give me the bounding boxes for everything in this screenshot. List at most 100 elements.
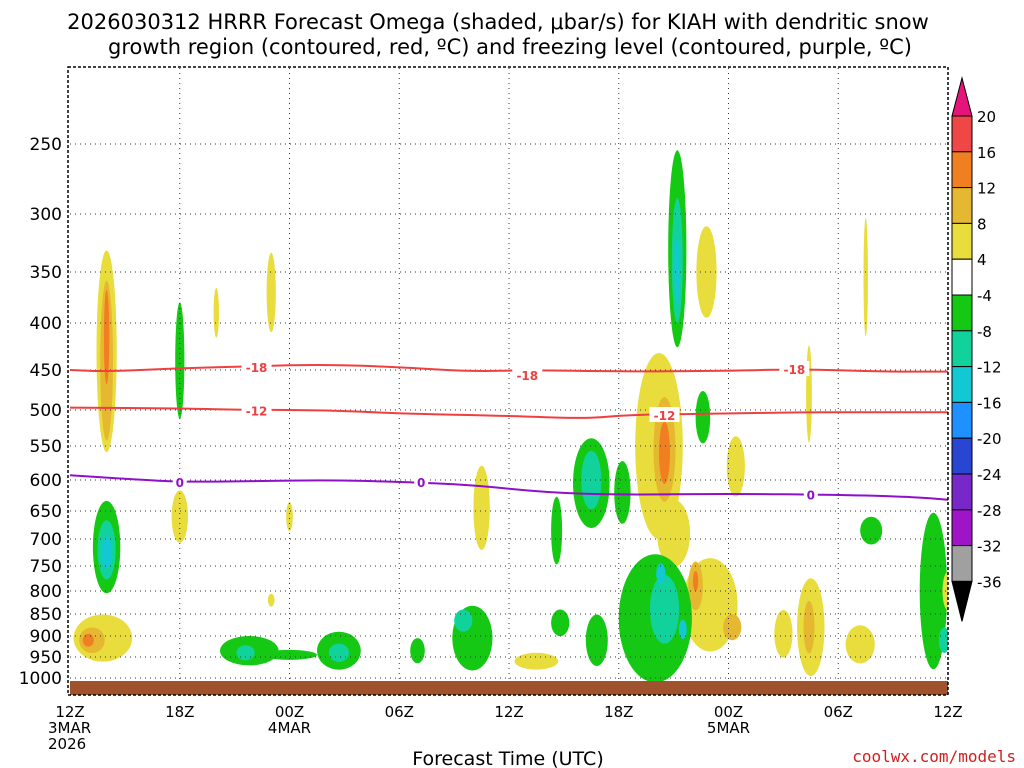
y-tick-600: 600	[30, 471, 62, 491]
colorbar-swatch-8	[951, 401, 973, 439]
x-tick-24-line-0: 12Z	[494, 703, 523, 721]
colorbar-level-10: -24	[977, 466, 1002, 484]
contour-label-bg-freezing-level-0	[172, 473, 187, 489]
contour-dgz-lower	[69, 406, 948, 419]
colorbar-swatch-9	[951, 437, 973, 475]
colorbar-swatch-7	[951, 366, 973, 403]
x-tick-18-line-0: 06Z	[385, 703, 414, 721]
y-tick-450: 450	[30, 361, 62, 381]
omega-blob-3	[103, 289, 110, 385]
colorbar-swatch-2	[951, 187, 973, 224]
colorbar-swatch-0	[951, 115, 973, 153]
y-tick-900: 900	[30, 627, 62, 647]
omega-blob-8	[286, 502, 293, 532]
omega-blob-46	[674, 239, 680, 305]
omega-blob-43	[678, 619, 687, 640]
y-tick-500: 500	[30, 401, 62, 421]
colorbar-level-9: -20	[977, 430, 1002, 448]
credit-text: coolwx.com/models	[852, 747, 1016, 766]
colorbar-swatch-3	[951, 222, 973, 260]
omega-blob-55	[863, 217, 868, 337]
contour-label-freezing-level-1: 0	[417, 476, 425, 490]
omega-blob-53	[806, 345, 812, 443]
contour-label-freezing-level-0: 0	[176, 476, 184, 490]
x-tick-36-line-1: 5MAR	[707, 719, 750, 737]
omega-blob-11	[101, 536, 113, 569]
colorbar-level-0: 20	[977, 108, 996, 126]
omega-blob-31	[614, 461, 631, 524]
x-tick-0-line-2: 2026	[48, 735, 86, 753]
omega-blob-58	[938, 627, 948, 653]
colorbar-level-12: -32	[977, 538, 1002, 556]
y-tick-850: 850	[30, 605, 62, 625]
x-tick-0-line-0: 12Z	[55, 703, 84, 721]
colorbar-swatch-6	[951, 330, 973, 368]
omega-blob-35	[657, 499, 691, 568]
contour-label-bg-dgz-lower-1	[649, 407, 680, 423]
omega-blob-48	[695, 391, 711, 444]
omega-blob-22	[473, 465, 490, 550]
omega-blob-6	[266, 252, 276, 333]
y-tick-550: 550	[30, 437, 62, 457]
colorbar-swatch-10	[951, 473, 973, 511]
colorbar-swatch-11	[951, 509, 973, 547]
x-tick-42-line-0: 06Z	[824, 703, 853, 721]
colorbar: 20 16 12 8 4 -4 -8 -12 -16 -20 -24 -28 -32 -36	[951, 76, 1002, 622]
omega-blob-34	[659, 421, 670, 484]
contour-label-dgz-lower-1: -12	[654, 409, 676, 423]
omega-blob-41	[649, 575, 680, 644]
colorbar-level-1: 16	[977, 144, 996, 162]
omega-blob-38	[692, 571, 699, 591]
y-tick-750: 750	[30, 557, 62, 577]
y-tick-700: 700	[30, 530, 62, 550]
surface-bar	[70, 681, 948, 695]
colorbar-level-2: 12	[977, 180, 996, 198]
chart-title-line-1: 2026030312 HRRR Forecast Omega (shaded, …	[67, 10, 929, 34]
y-tick-250: 250	[30, 135, 62, 155]
omega-blob-4	[175, 302, 185, 419]
x-tick-0-line-1: 3MAR	[48, 719, 91, 737]
y-tick-400: 400	[30, 314, 62, 334]
omega-blob-57	[919, 512, 948, 670]
contour-label-bg-dgz-upper-1	[512, 366, 543, 382]
x-tick-36-line-0: 00Z	[714, 703, 743, 721]
omega-blob-42	[656, 563, 666, 584]
colorbar-top-extend	[951, 76, 973, 117]
contour-label-bg-dgz-upper-0	[241, 359, 272, 375]
omega-blob-20	[328, 643, 349, 662]
omega-blob-7	[171, 490, 188, 543]
omega-blob-49	[726, 436, 745, 497]
colorbar-level-13: -36	[977, 573, 1002, 591]
omega-blob-50	[774, 610, 793, 658]
colorbar-level-5: -4	[977, 287, 992, 305]
colorbar-level-3: 8	[977, 215, 987, 233]
x-tick-30-line-0: 18Z	[604, 703, 633, 721]
omega-blob-5	[213, 287, 219, 338]
omega-blob-27	[551, 496, 563, 565]
contour-lines-layer: -18 -18 -18 -12 -12 0 0 0	[69, 359, 949, 502]
omega-blob-52	[803, 600, 815, 654]
colorbar-swatch-1	[951, 151, 973, 189]
y-tick-950: 950	[30, 648, 62, 668]
y-tick-650: 650	[30, 502, 62, 522]
x-axis-label: Forecast Time (UTC)	[412, 748, 603, 768]
y-tick-800: 800	[30, 582, 62, 602]
omega-blob-47	[696, 226, 717, 318]
colorbar-level-8: -16	[977, 394, 1002, 412]
omega-blob-39	[723, 614, 742, 641]
contour-label-bg-dgz-upper-2	[779, 361, 810, 377]
omega-shading-layer	[73, 150, 948, 683]
x-tick-6-line-0: 18Z	[165, 703, 194, 721]
contour-label-freezing-level-2: 0	[807, 488, 815, 502]
contour-label-bg-freezing-level-1	[414, 473, 429, 489]
omega-blob-54	[845, 625, 875, 664]
contour-label-dgz-lower-0: -12	[246, 405, 268, 419]
omega-blob-26	[551, 609, 570, 637]
omega-blob-18	[236, 645, 255, 661]
omega-blob-25	[514, 652, 559, 670]
contour-label-dgz-upper-0: -18	[246, 361, 268, 375]
y-tick-300: 300	[30, 205, 62, 225]
omega-blob-21	[410, 638, 425, 664]
